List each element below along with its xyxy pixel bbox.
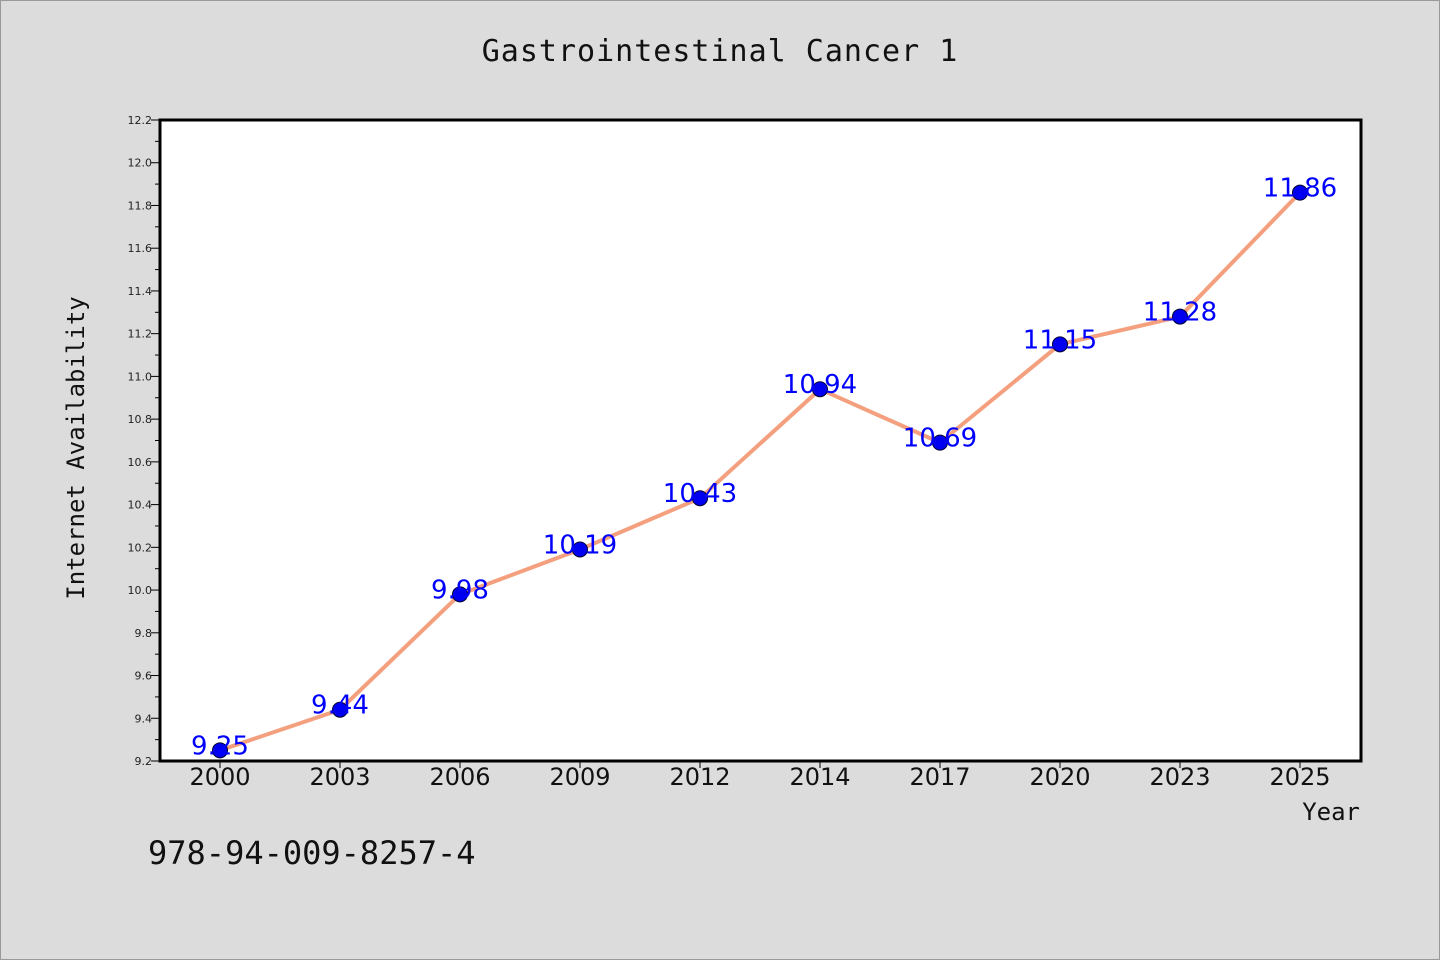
data-label: 9.25 [191,731,249,761]
data-label: 11.86 [1263,174,1337,204]
y-tick-label: 10.2 [128,541,153,554]
data-label: 10.94 [783,370,857,400]
data-point [1292,184,1308,201]
isbn-text: 978-94-009-8257-4 [148,834,476,872]
data-point [572,541,588,558]
data-label: 10.19 [543,530,617,560]
y-tick-label: 10.4 [128,499,153,512]
data-label: 10.69 [903,424,977,454]
x-tick-label: 2003 [309,763,370,791]
data-label: 11.15 [1023,325,1097,355]
x-axis: 2000 2003 2006 2009 2012 2014 2017 2020 2023 2025 [189,761,1331,791]
y-tick-label: 11.8 [128,199,153,212]
plot-area [158,118,1363,763]
data-point [692,490,708,507]
y-tick-label: 9.4 [135,712,153,725]
data-point [212,742,228,759]
y-tick-label: 11.4 [128,285,153,298]
y-tick-label: 10.0 [128,584,153,597]
marker-group [212,184,1308,759]
series-line-group [219,191,1302,753]
y-tick-label: 10.6 [128,456,153,469]
x-tick-label: 2012 [669,763,730,791]
x-tick-label: 2009 [549,763,610,791]
x-tick-label: 2023 [1149,763,1210,791]
x-axis-title: Year [1302,798,1360,826]
data-label: 9.44 [311,691,369,721]
y-tick-label: 12.2 [128,114,153,127]
x-tick-label: 2014 [789,763,850,791]
y-tick-label: 12.0 [128,157,153,170]
x-tick-label: 2000 [189,763,250,791]
x-tick-label: 2017 [909,763,970,791]
y-tick-label: 9.2 [135,755,153,768]
data-point [332,701,348,718]
data-point [932,434,948,451]
y-tick-label: 11.0 [128,370,153,383]
y-tick-label: 9.6 [135,670,153,683]
y-tick-label: 9.8 [135,627,153,640]
y-tick-label: 10.8 [128,413,153,426]
x-tick-label: 2006 [429,763,490,791]
x-tick-label: 2025 [1269,763,1330,791]
data-point [1172,308,1188,325]
data-point [452,586,468,603]
y-tick-label: 11.2 [128,328,153,341]
chart-title: Gastrointestinal Cancer 1 [481,34,959,69]
data-point [812,381,828,398]
data-label: 9.98 [431,575,489,605]
y-axis: 9.2 9.4 9.6 9.8 10.0 10.2 10.4 10.6 10.8 11.0 11.2… [128,114,160,768]
data-label: 10.43 [663,479,737,509]
data-label: 11.28 [1143,298,1217,328]
y-tick-label: 11.6 [128,242,153,255]
y-axis-title: Internet Availability [62,296,90,599]
data-label-group: 9.25 9.44 9.98 10.19 10.43 10.94 10.69 11.15 11.… [191,174,1337,762]
x-tick-label: 2020 [1029,763,1090,791]
series-line [219,191,1302,753]
data-point [1052,336,1068,353]
